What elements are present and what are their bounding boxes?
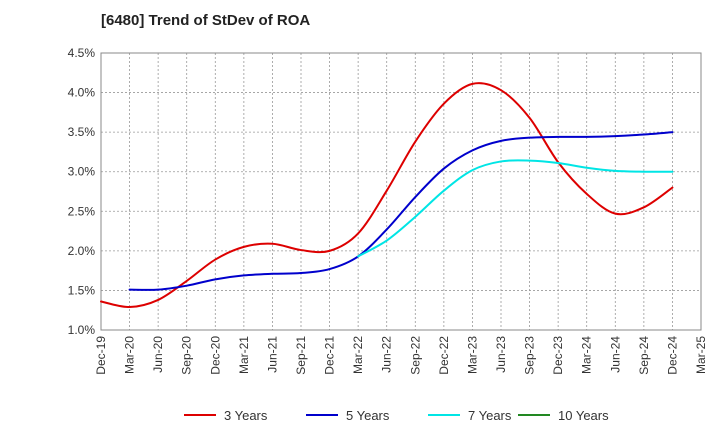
x-tick-label: Jun-22 bbox=[380, 336, 394, 373]
series-layer bbox=[100, 82, 674, 309]
series-line-5-years bbox=[128, 131, 674, 291]
x-tick-label: Sep-22 bbox=[408, 336, 422, 375]
x-tick-label: Dec-24 bbox=[665, 336, 679, 375]
x-tick-label: Mar-24 bbox=[580, 336, 594, 374]
x-tick-label: Jun-21 bbox=[265, 336, 279, 373]
y-tick-label: 1.0% bbox=[68, 323, 96, 337]
series-line-7-years bbox=[357, 159, 674, 258]
x-tick-label: Dec-19 bbox=[94, 336, 108, 375]
chart-title: [6480] Trend of StDev of ROA bbox=[101, 12, 311, 29]
x-tick-label: Dec-22 bbox=[437, 336, 451, 375]
x-tick-label: Dec-21 bbox=[323, 336, 337, 375]
y-tick-label: 3.0% bbox=[68, 165, 96, 179]
x-tick-label: Dec-20 bbox=[208, 336, 222, 375]
legend-label-7-years: 7 Years bbox=[468, 408, 512, 423]
legend-label-3-years: 3 Years bbox=[224, 408, 268, 423]
plot-frame bbox=[100, 52, 702, 331]
x-tick-label: Mar-21 bbox=[237, 336, 251, 374]
y-tick-labels: 1.0% 1.5% 2.0% 2.5% 3.0% 3.5% 4.0% 4.5% bbox=[68, 46, 96, 337]
grid-layer bbox=[101, 53, 701, 330]
x-tick-label: Sep-20 bbox=[180, 336, 194, 375]
series-line-3-years bbox=[100, 82, 674, 309]
legend: 3 Years 5 Years 7 Years 10 Years bbox=[184, 408, 609, 423]
x-tick-label: Sep-24 bbox=[637, 336, 651, 375]
legend-label-5-years: 5 Years bbox=[346, 408, 390, 423]
y-tick-label: 3.5% bbox=[68, 125, 96, 139]
x-tick-label: Sep-21 bbox=[294, 336, 308, 375]
y-tick-label: 4.5% bbox=[68, 46, 96, 60]
x-tick-label: Mar-22 bbox=[351, 336, 365, 374]
x-tick-label: Mar-20 bbox=[123, 336, 137, 374]
x-tick-label: Mar-23 bbox=[465, 336, 479, 374]
y-tick-label: 1.5% bbox=[68, 283, 96, 297]
x-tick-label: Mar-25 bbox=[694, 336, 708, 374]
x-tick-label: Jun-23 bbox=[494, 336, 508, 373]
x-tick-label: Jun-20 bbox=[151, 336, 165, 373]
legend-label-10-years: 10 Years bbox=[558, 408, 609, 423]
x-tick-label: Dec-23 bbox=[551, 336, 565, 375]
x-tick-labels: Dec-19 Mar-20 Jun-20 Sep-20 Dec-20 Mar-21 Jun-… bbox=[94, 336, 708, 375]
y-tick-label: 2.0% bbox=[68, 244, 96, 258]
x-tick-label: Sep-23 bbox=[523, 336, 537, 375]
y-tick-label: 4.0% bbox=[68, 86, 96, 100]
y-tick-label: 2.5% bbox=[68, 204, 96, 218]
x-tick-label: Jun-24 bbox=[608, 336, 622, 373]
